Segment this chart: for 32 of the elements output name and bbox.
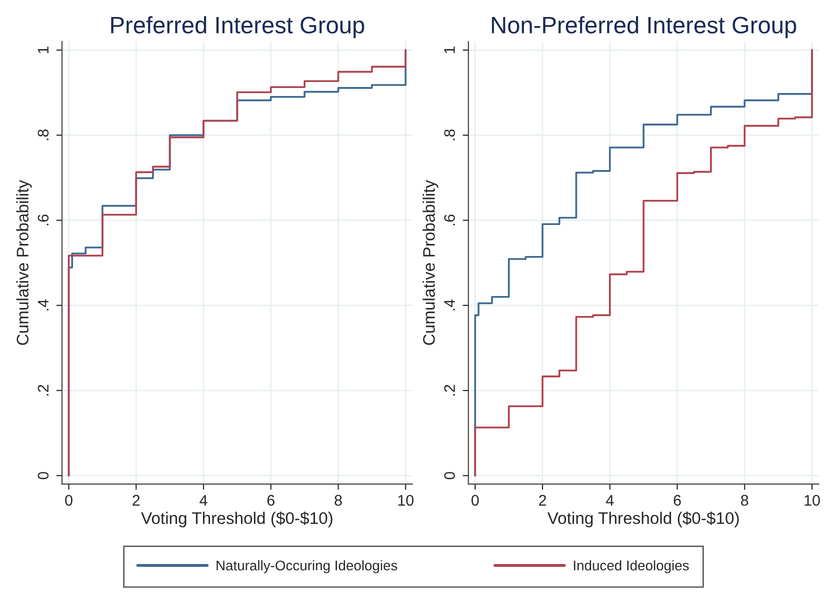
chart-title: Non-Preferred Interest Group — [492, 16, 796, 38]
x-tick-label: 6 — [674, 494, 681, 506]
y-tick-label: 0 — [444, 472, 455, 480]
chart-title: Preferred Interest Group — [111, 16, 364, 38]
x-tick-label: 8 — [741, 494, 748, 506]
y-tick-label: .2 — [444, 384, 455, 396]
x-tick-label: 2 — [539, 494, 546, 506]
y-axis-title: Cumulative Probability — [422, 180, 438, 345]
y-tick-label: 0 — [38, 472, 49, 480]
y-tick-label: .4 — [38, 299, 48, 310]
x-tick-label: 4 — [200, 495, 208, 506]
legend-label: Naturally-Occuring Ideologies — [216, 560, 398, 574]
y-tick-label: 1 — [444, 46, 455, 54]
y-tick-label: .4 — [444, 299, 455, 310]
x-tick-label: 10 — [804, 494, 820, 506]
x-tick-label: 4 — [606, 495, 614, 506]
x-tick-label: 0 — [471, 494, 479, 506]
x-tick-label: 10 — [398, 494, 414, 506]
y-tick-label: .8 — [444, 129, 455, 140]
y-tick-label: 1 — [38, 46, 48, 54]
x-tick-label: 6 — [267, 494, 274, 506]
y-tick-label: .8 — [38, 129, 49, 140]
y-tick-label: .6 — [38, 214, 49, 226]
x-tick-label: 0 — [65, 494, 72, 506]
x-tick-label: 2 — [132, 494, 140, 506]
x-tick-label: 8 — [334, 494, 342, 506]
x-axis-title: Voting Threshold ($0-$10) — [141, 512, 332, 528]
y-axis-title: Cumulative Probability — [16, 180, 32, 345]
x-axis-title: Voting Threshold ($0-$10) — [547, 512, 739, 528]
legend-label: Induced Ideologies — [574, 560, 689, 574]
y-tick-label: .2 — [38, 384, 48, 396]
y-tick-label: .6 — [444, 214, 455, 226]
